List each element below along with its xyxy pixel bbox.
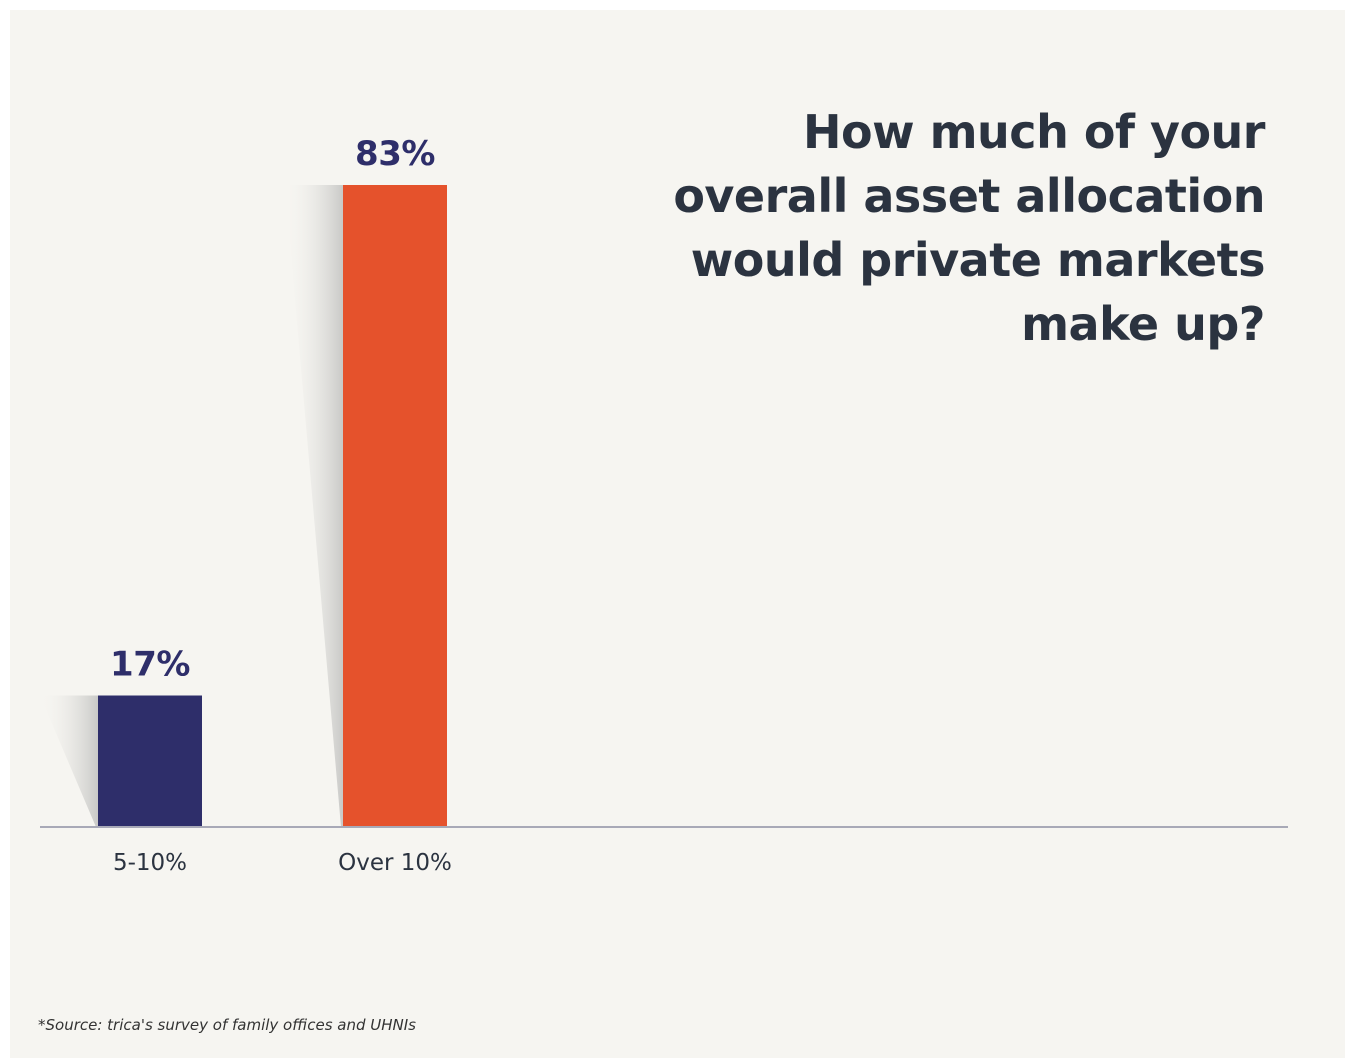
value-label-2: 83%: [355, 134, 435, 174]
source-note: *Source: trica's survey of family office…: [38, 1016, 416, 1034]
title-line-2: overall asset allocation: [673, 169, 1265, 223]
bar-2: [343, 185, 447, 827]
bar-shadows: [40, 185, 343, 827]
value-label-1: 17%: [110, 645, 190, 685]
title-line-4: make up?: [1021, 297, 1265, 351]
category-label-1: 5-10%: [113, 850, 187, 876]
bar-1: [98, 695, 202, 827]
title-line-3: would private markets: [690, 233, 1266, 287]
bar-shadow: [40, 695, 98, 827]
value-labels: 17% 83%: [110, 134, 435, 685]
category-labels: 5-10% Over 10%: [113, 850, 452, 876]
category-label-2: Over 10%: [338, 850, 452, 876]
bar-shadow: [285, 185, 343, 827]
title-line-1: How much of your: [803, 105, 1265, 159]
chart-panel: [10, 10, 1345, 1058]
bars: [98, 185, 447, 827]
chart-title: How much of your overall asset allocatio…: [545, 100, 1265, 356]
